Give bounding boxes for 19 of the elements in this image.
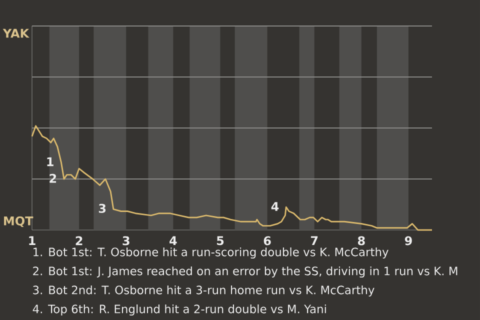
annotation: MQT [4,216,34,228]
x-tick-label: 5 [216,236,224,246]
x-tick-label: 9 [404,236,412,246]
text: 4. Top 6th: R. Englund hit a 2-run double vs M. Yani [32,304,326,316]
x-tick-label: 4 [170,236,177,245]
annotation: 4 [271,202,279,211]
x-tick-label: 2 [76,236,82,246]
annotation: 3 [98,204,106,213]
text: 1. Bot 1st: T. Osborne hit a run-scoring double vs K. McCarthy [34,247,388,259]
annotation: 1 [47,157,54,166]
annotation: 2 [50,174,56,183]
text: 3. Bot 2nd: T. Osborne hit a 3-run home run vs K. McCarthy [33,285,374,297]
text: YAK [2,28,30,38]
x-tick-label: 1 [29,236,36,245]
x-tick-label: 8 [358,236,365,246]
text: 2. Bot 1st: J. James reached on an error by the SS, driving in 1 run vs K. M [33,266,458,278]
x-tick-label: 3 [122,236,130,246]
x-tick-label: 7 [310,236,318,245]
x-tick-label: 6 [264,236,271,246]
